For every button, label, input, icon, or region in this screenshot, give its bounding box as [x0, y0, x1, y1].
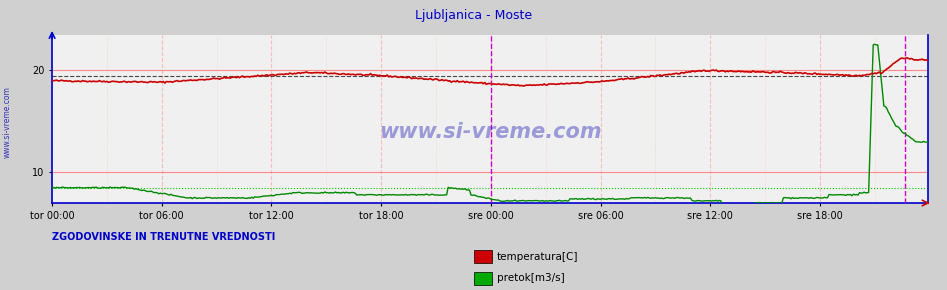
- Text: ZGODOVINSKE IN TRENUTNE VREDNOSTI: ZGODOVINSKE IN TRENUTNE VREDNOSTI: [52, 232, 276, 242]
- Text: pretok[m3/s]: pretok[m3/s]: [497, 273, 565, 283]
- Text: Ljubljanica - Moste: Ljubljanica - Moste: [415, 9, 532, 22]
- Text: temperatura[C]: temperatura[C]: [497, 252, 579, 262]
- Text: www.si-vreme.com: www.si-vreme.com: [379, 122, 601, 142]
- Text: www.si-vreme.com: www.si-vreme.com: [3, 86, 12, 158]
